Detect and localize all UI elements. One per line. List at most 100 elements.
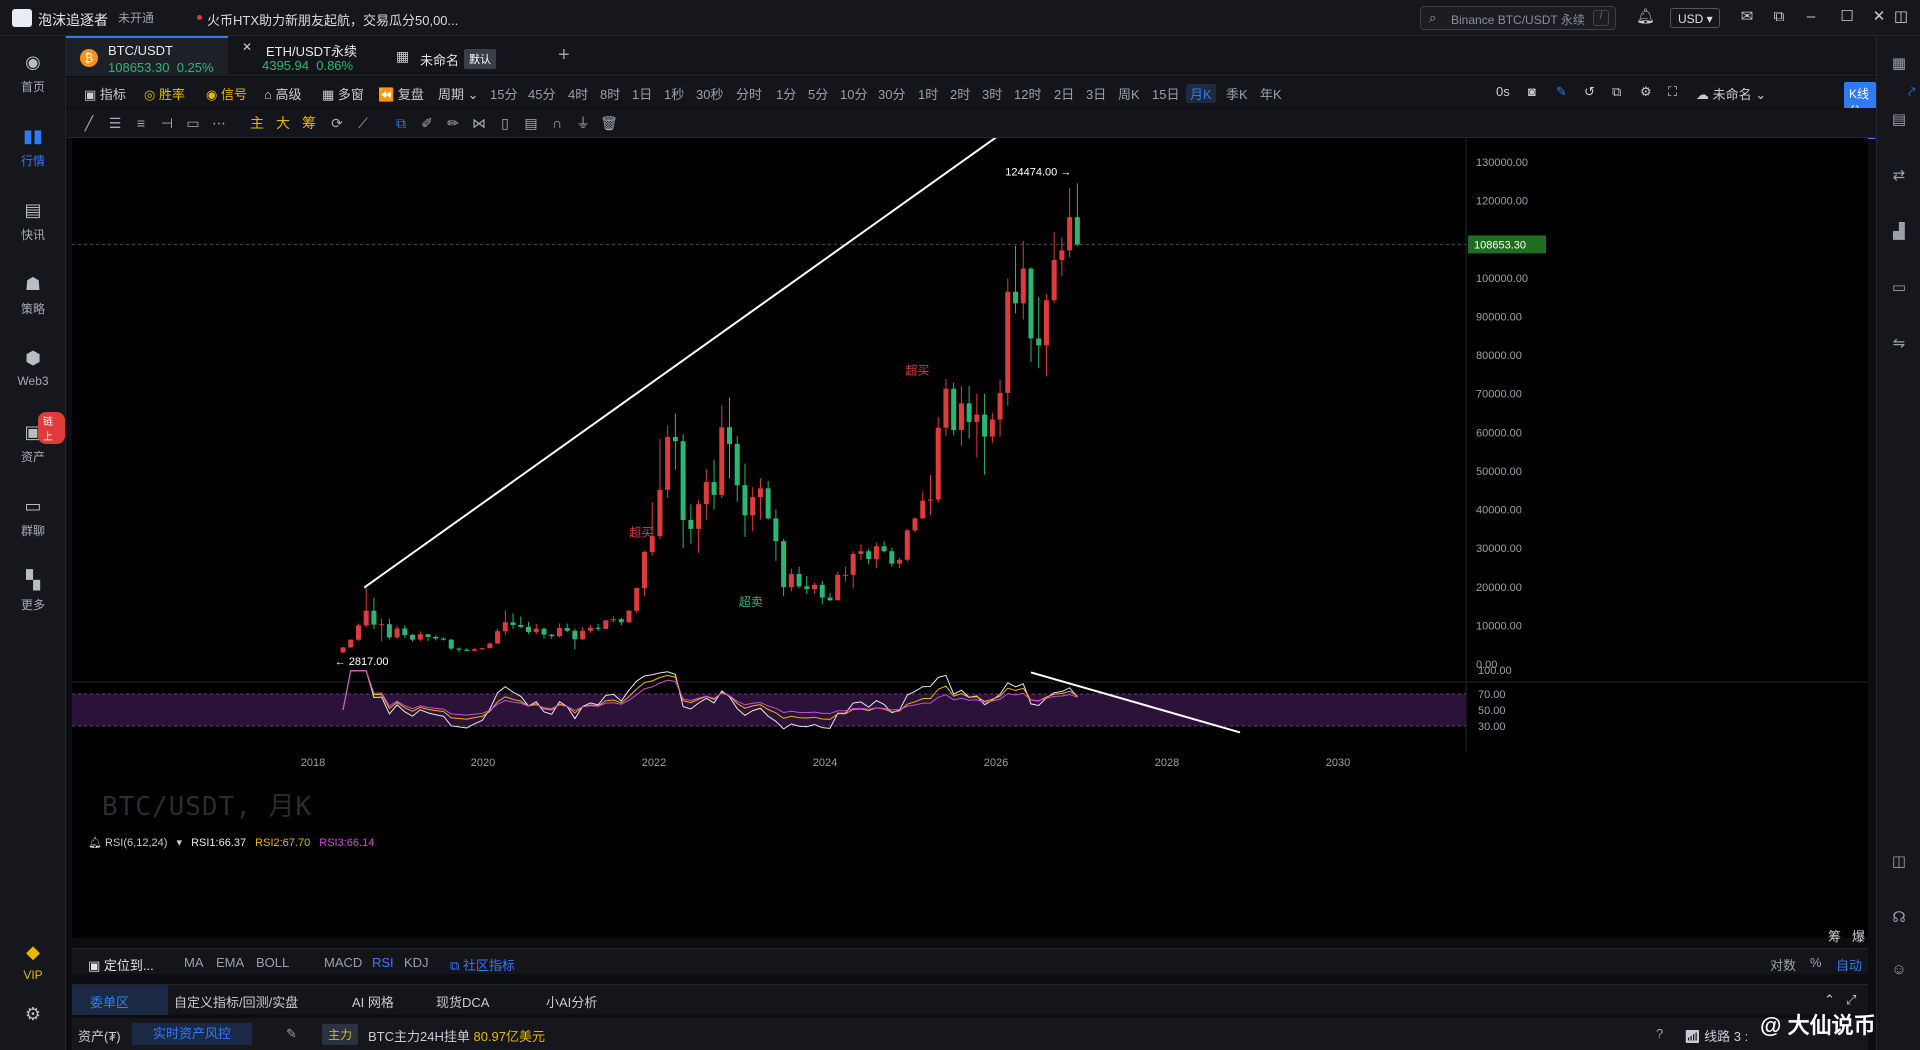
tab-btc-usdt[interactable]: ₿ BTC/USDT 108653.30 0.25% xyxy=(66,36,228,76)
period-8h[interactable]: 8时 xyxy=(600,87,621,102)
tab-ai-analysis[interactable]: 小AI分析 xyxy=(546,995,598,1010)
layout-name[interactable]: 未命名 xyxy=(420,53,460,68)
sidebar-item-market[interactable]: ▮▮ 行情 xyxy=(0,124,66,169)
pen-icon[interactable]: ✎ xyxy=(1556,84,1567,99)
period-2d[interactable]: 2日 xyxy=(1054,87,1075,102)
period-1h[interactable]: 1时 xyxy=(918,87,939,102)
tab-orders[interactable]: 委单区 xyxy=(90,995,130,1010)
tab-ai-grid[interactable]: AI 网格 xyxy=(352,995,394,1010)
period-30min[interactable]: 30分 xyxy=(878,87,906,102)
bell-icon[interactable]: 🔔︎ xyxy=(1636,8,1656,25)
percent-toggle[interactable]: % xyxy=(1810,955,1822,970)
period-3h[interactable]: 3时 xyxy=(982,87,1003,102)
ruler-icon[interactable]: ✐ xyxy=(421,115,433,131)
robot-help-icon[interactable]: ☺ xyxy=(1891,961,1907,978)
add-tab-icon[interactable]: + xyxy=(558,44,570,66)
layout-icon[interactable]: ◫ xyxy=(1891,853,1907,870)
minimize-icon[interactable]: – xyxy=(1806,8,1816,25)
indicator-rsi[interactable]: RSI xyxy=(372,955,394,970)
period-5min[interactable]: 5分 xyxy=(808,87,829,102)
sidebar-item-web3[interactable]: ⬢ Web3 xyxy=(0,346,66,388)
chips-label[interactable]: 筹 xyxy=(1828,929,1842,944)
lock-icon[interactable]: ▯ xyxy=(501,115,509,131)
refresh-box-icon[interactable]: ⟳ xyxy=(331,115,343,131)
sidebar-item-assets[interactable]: ▣ 资产 xyxy=(0,420,66,465)
grid-view-icon[interactable]: ▦ xyxy=(1891,55,1907,72)
auto-scale-toggle[interactable]: 自动 xyxy=(1836,958,1863,973)
sidebar-item-more[interactable]: ▚ 更多 xyxy=(0,568,66,613)
period-1min[interactable]: 1分 xyxy=(776,87,797,102)
period-30s[interactable]: 30秒 xyxy=(696,87,724,102)
popout-icon[interactable]: ⧉ xyxy=(1773,8,1785,25)
sidebar-item-strategy[interactable]: ☗ 策略 xyxy=(0,272,66,317)
brush-icon[interactable]: ✏ xyxy=(447,115,459,131)
multi-window-button[interactable]: ▦ 多窗 xyxy=(322,87,364,102)
copy-drawing-icon[interactable]: ⧉ xyxy=(396,115,406,131)
period-quarter[interactable]: 季K xyxy=(1226,87,1248,102)
period-timeshare[interactable]: 分时 xyxy=(736,87,763,102)
main-indicator-toggle[interactable]: 主 xyxy=(250,115,264,131)
sidebar-item-home[interactable]: ◉ 首页 xyxy=(0,50,66,95)
swap-icon[interactable]: ⇋ xyxy=(1892,335,1906,352)
more-icon[interactable]: ⋯ xyxy=(212,115,226,131)
period-week[interactable]: 周K xyxy=(1118,87,1140,102)
indicator-ma[interactable]: MA xyxy=(184,955,204,970)
period-45m[interactable]: 45分 xyxy=(528,87,556,102)
asset-label[interactable]: 资产(₮) xyxy=(78,1029,121,1044)
trash-icon[interactable]: 🗑︎ xyxy=(600,115,618,131)
camera-icon[interactable]: ◙ xyxy=(1528,84,1536,99)
app-logo-icon[interactable] xyxy=(12,9,32,27)
login-status[interactable]: 未开通 xyxy=(118,11,155,25)
headset-icon[interactable]: ☊ xyxy=(1892,909,1906,926)
chart-area[interactable]: 130000.00120000.00110000.00100000.009000… xyxy=(72,138,1868,938)
indicator-ema[interactable]: EMA xyxy=(216,955,245,970)
network-line[interactable]: 📶︎ 线路 3 : xyxy=(1684,1029,1749,1044)
chips-toggle[interactable]: 筹 xyxy=(302,115,316,131)
period-1s[interactable]: 1秒 xyxy=(664,87,685,102)
advanced-button[interactable]: ⌂ 高级 xyxy=(264,87,302,102)
parallel-lines-icon[interactable]: ☰ xyxy=(108,115,122,131)
community-indicators[interactable]: ⧉ 社区指标 xyxy=(450,958,515,973)
price-chart[interactable]: 130000.00120000.00110000.00100000.009000… xyxy=(72,138,1868,938)
search-box[interactable]: ⌕ Binance BTC/USDT 永续 / xyxy=(1420,6,1616,30)
gear-icon[interactable]: ⚙ xyxy=(1640,84,1652,99)
replay-icon[interactable]: ↺ xyxy=(1584,84,1595,99)
chevron-down-icon[interactable]: ▾ xyxy=(176,837,182,849)
tab-eth-usdt[interactable]: ✕ ETH/USDT永续 4395.94 0.86% xyxy=(232,36,394,76)
currency-select[interactable]: USD ▾ xyxy=(1670,8,1720,28)
settings-button[interactable]: ⚙ xyxy=(0,1002,66,1030)
tile-icon[interactable]: ◫ xyxy=(1893,8,1909,25)
trades-icon[interactable]: ⇄ xyxy=(1892,167,1906,184)
app-name[interactable]: 泡沫追逐者 xyxy=(38,12,108,28)
monitor-icon[interactable]: ▭ xyxy=(1891,279,1907,296)
log-scale-toggle[interactable]: 对数 xyxy=(1770,958,1797,973)
period-3d[interactable]: 3日 xyxy=(1086,87,1107,102)
maximize-icon[interactable]: ☐ xyxy=(1840,8,1854,25)
risk-control-button[interactable]: 实时资产风控 xyxy=(132,1023,252,1045)
rectangle-icon[interactable]: ▭ xyxy=(186,115,200,131)
copy-icon[interactable]: ⧉ xyxy=(1612,84,1622,99)
help-icon[interactable]: ? xyxy=(1656,1026,1664,1041)
period-2h[interactable]: 2时 xyxy=(950,87,971,102)
sidebar-item-news[interactable]: ▤ 快讯 xyxy=(0,198,66,243)
period-year[interactable]: 年K xyxy=(1260,87,1282,102)
period-15m[interactable]: 15分 xyxy=(490,87,518,102)
chevron-up-icon[interactable]: ⌃ xyxy=(1824,992,1835,1007)
winrate-button[interactable]: ◎ 胜率 xyxy=(144,87,185,102)
news-ticker[interactable]: 火币HTX助力新朋友起航，交易瓜分50,00... xyxy=(207,13,459,28)
cloud-layout-dropdown[interactable]: ☁ 未命名 ⌄ xyxy=(1696,87,1767,102)
replay-button[interactable]: ⏪ 复盘 xyxy=(378,87,424,102)
period-4h[interactable]: 4时 xyxy=(568,87,589,102)
edit-icon[interactable]: ✎ xyxy=(286,1026,297,1041)
fullscreen-icon[interactable]: ⛶ xyxy=(1668,84,1678,99)
pattern-icon[interactable]: ⋈ xyxy=(472,115,486,131)
orderbook-icon[interactable]: ▤ xyxy=(1891,111,1907,128)
note-icon[interactable]: ▤ xyxy=(524,115,538,131)
period-12h[interactable]: 12时 xyxy=(1014,87,1042,102)
vip-button[interactable]: ◆ VIP xyxy=(0,940,66,982)
mail-icon[interactable]: ✉ xyxy=(1740,8,1754,25)
trendline-icon[interactable]: ╱ xyxy=(84,115,94,131)
indicators-button[interactable]: ▣ 指标 xyxy=(84,87,126,102)
expand-icon[interactable]: ⤢ xyxy=(1846,992,1857,1007)
horizontal-ray-icon[interactable]: ⊣ xyxy=(160,115,174,131)
